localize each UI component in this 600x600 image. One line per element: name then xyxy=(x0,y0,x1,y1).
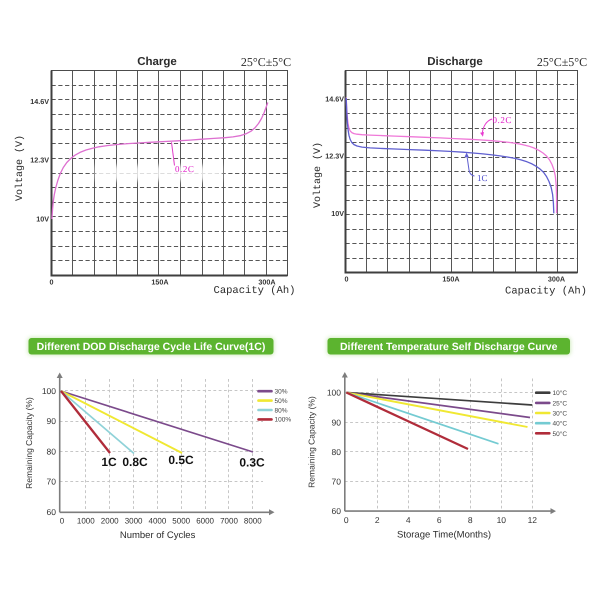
svg-text:4000: 4000 xyxy=(149,517,167,526)
svg-text:Storage Time(Months): Storage Time(Months) xyxy=(397,530,491,541)
svg-text:25°C: 25°C xyxy=(553,400,568,407)
svg-text:0.2C: 0.2C xyxy=(493,115,512,125)
svg-text:Voltage (V): Voltage (V) xyxy=(14,135,26,201)
svg-text:25°C±5°C: 25°C±5°C xyxy=(537,55,587,69)
svg-text:Remaining Capacity (%): Remaining Capacity (%) xyxy=(307,396,317,488)
svg-text:Remaining Capacity (%): Remaining Capacity (%) xyxy=(24,397,34,489)
svg-text:300A: 300A xyxy=(548,275,565,284)
svg-text:90: 90 xyxy=(332,417,342,427)
svg-text:1C: 1C xyxy=(477,173,488,183)
svg-text:70: 70 xyxy=(332,477,342,487)
svg-text:10: 10 xyxy=(497,515,507,525)
svg-text:60: 60 xyxy=(47,507,57,517)
svg-text:Number of Cycles: Number of Cycles xyxy=(120,530,196,541)
svg-text:Different DOD Discharge Cycle: Different DOD Discharge Cycle Life Curve… xyxy=(37,341,266,353)
svg-text:10V: 10V xyxy=(331,209,344,218)
svg-text:10V: 10V xyxy=(36,214,49,223)
svg-text:8: 8 xyxy=(468,515,473,525)
svg-text:1C: 1C xyxy=(101,455,117,469)
svg-text:80%: 80% xyxy=(275,407,288,414)
svg-text:60: 60 xyxy=(332,506,342,516)
svg-text:Discharge: Discharge xyxy=(427,56,483,68)
svg-text:12.3V: 12.3V xyxy=(325,151,344,160)
svg-text:50%: 50% xyxy=(275,398,288,405)
svg-text:0.3C: 0.3C xyxy=(239,456,265,470)
svg-text:8000: 8000 xyxy=(244,517,262,526)
svg-text:100%: 100% xyxy=(275,417,292,424)
svg-text:0: 0 xyxy=(345,275,349,284)
svg-text:100: 100 xyxy=(42,386,56,396)
svg-text:1000: 1000 xyxy=(77,517,95,526)
svg-text:7000: 7000 xyxy=(220,517,238,526)
svg-text:30%: 30% xyxy=(275,389,288,396)
svg-text:Different Temperature Self Dis: Different Temperature Self Discharge Cur… xyxy=(340,341,558,353)
svg-text:Charge: Charge xyxy=(137,56,177,68)
svg-text:90: 90 xyxy=(47,416,57,426)
svg-text:0: 0 xyxy=(60,517,65,526)
svg-text:0: 0 xyxy=(50,278,54,287)
svg-text:80: 80 xyxy=(332,447,342,457)
svg-text:150A: 150A xyxy=(442,275,459,284)
svg-text:14.6V: 14.6V xyxy=(30,97,49,106)
svg-text:0.8C: 0.8C xyxy=(122,455,148,469)
svg-text:Capacity (Ah): Capacity (Ah) xyxy=(505,286,587,298)
svg-text:0.5C: 0.5C xyxy=(168,453,194,467)
svg-text:40°C: 40°C xyxy=(553,421,568,428)
svg-text:5000: 5000 xyxy=(172,517,190,526)
svg-text:0.2C: 0.2C xyxy=(175,164,194,174)
svg-text:12: 12 xyxy=(528,515,538,525)
svg-text:14.6V: 14.6V xyxy=(325,95,344,104)
svg-text:30°C: 30°C xyxy=(553,411,568,418)
svg-text:25°C±5°C: 25°C±5°C xyxy=(241,55,291,69)
svg-text:80: 80 xyxy=(47,446,57,456)
svg-text:50°C: 50°C xyxy=(553,431,568,438)
svg-text:10°C: 10°C xyxy=(553,390,568,397)
svg-text:2: 2 xyxy=(375,515,380,525)
svg-text:6000: 6000 xyxy=(196,517,214,526)
svg-text:100: 100 xyxy=(327,388,341,398)
svg-text:Capacity (Ah): Capacity (Ah) xyxy=(214,285,296,297)
svg-text:300A: 300A xyxy=(258,278,275,287)
svg-text:Voltage (V): Voltage (V) xyxy=(312,142,324,208)
svg-text:3000: 3000 xyxy=(125,517,143,526)
svg-text:150A: 150A xyxy=(151,278,168,287)
svg-text:4: 4 xyxy=(406,515,411,525)
svg-text:2000: 2000 xyxy=(101,517,119,526)
svg-text:6: 6 xyxy=(437,515,442,525)
svg-text:12.3V: 12.3V xyxy=(30,156,49,165)
svg-text:0: 0 xyxy=(344,515,349,525)
svg-text:70: 70 xyxy=(47,477,57,487)
